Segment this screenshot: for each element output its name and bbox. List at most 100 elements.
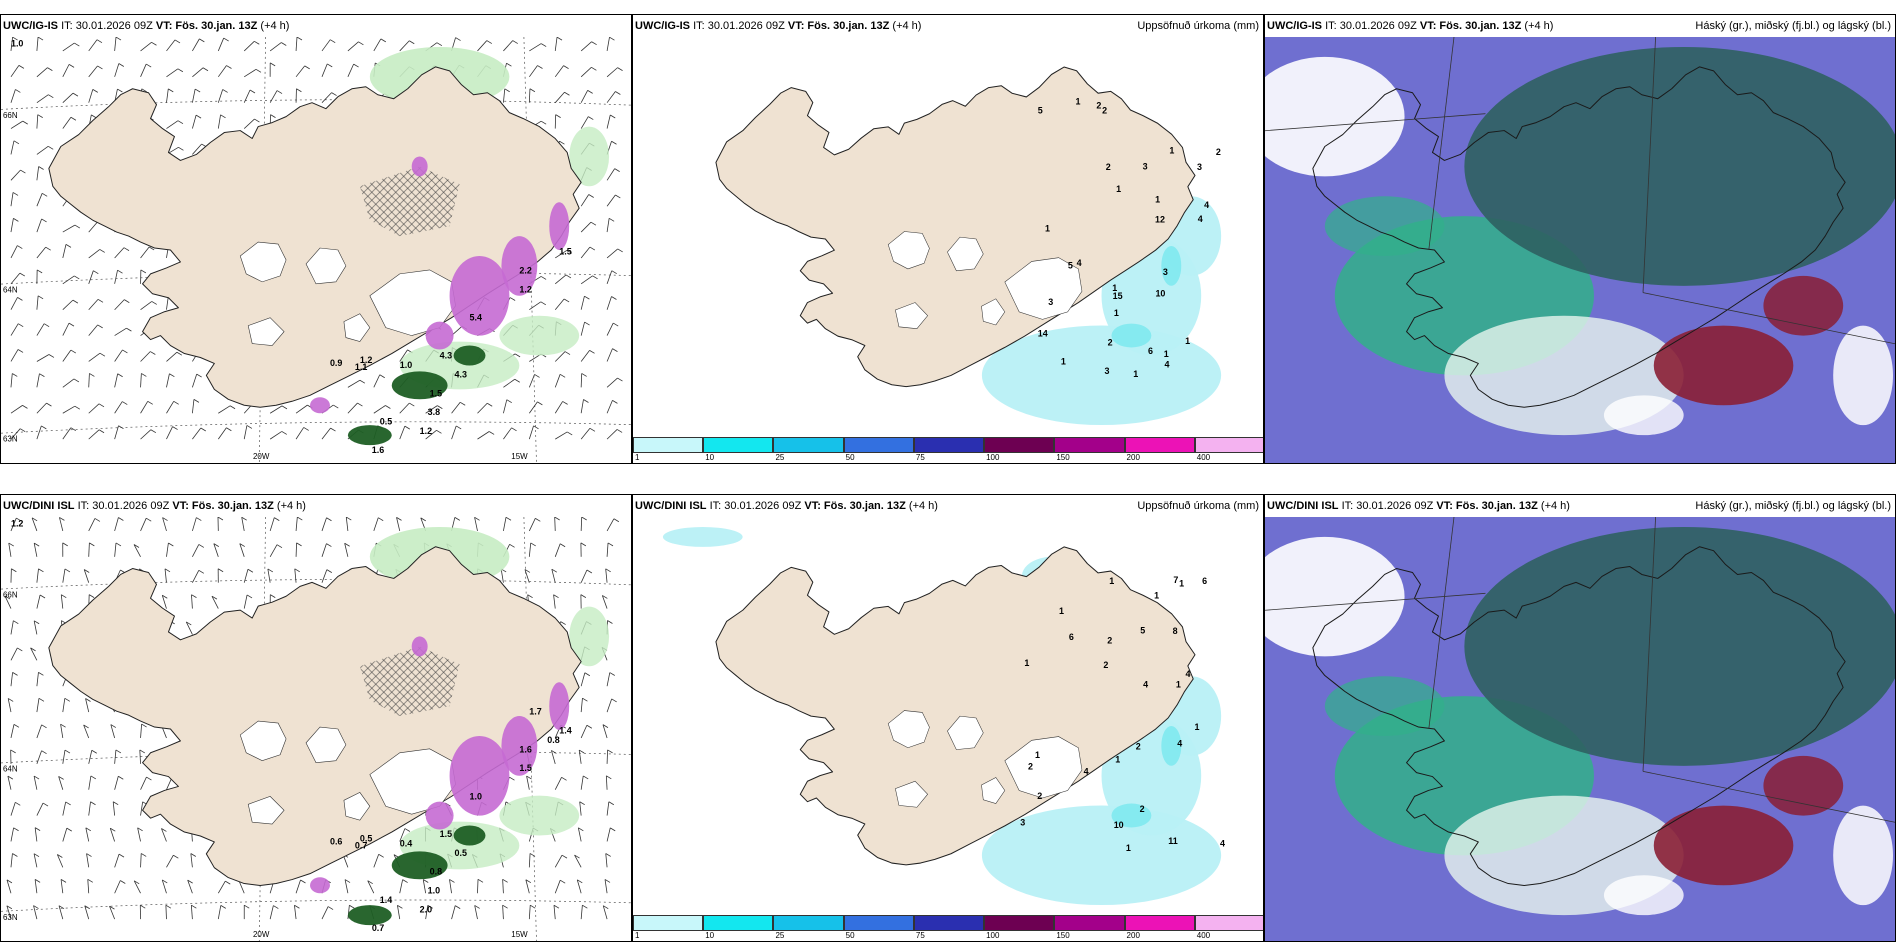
wind-barb-flag xyxy=(162,594,168,599)
wind-barb-flag xyxy=(551,568,558,573)
wind-barb xyxy=(88,299,99,310)
wind-barb xyxy=(554,65,564,78)
wind-barb-flag xyxy=(581,517,587,521)
contour-label: 0.5 xyxy=(360,834,372,844)
wind-barb-flag xyxy=(41,750,47,755)
contour-label: 1.6 xyxy=(372,445,384,455)
wind-barb xyxy=(36,166,40,181)
contour-labels: 1.00.9 1.11.2 1.04.31.53.84.30.51.21.65.42… xyxy=(11,38,572,455)
wind-barb xyxy=(580,350,590,362)
wind-barb-flag xyxy=(17,297,23,301)
field-blob xyxy=(501,716,538,776)
panel-row2-clouds: UWC/DINI ISL IT: 30.01.2026 09Z VT: Fös.… xyxy=(1264,494,1896,942)
wind-barb xyxy=(553,594,556,609)
wind-barb xyxy=(4,595,12,609)
precip-value-label: 2 xyxy=(1037,791,1042,801)
field-blob xyxy=(549,202,570,250)
wind-barb xyxy=(580,221,592,233)
wind-barb xyxy=(604,879,608,894)
wind-barb-flag xyxy=(294,568,300,573)
wind-barb xyxy=(580,725,588,739)
precip-value-label: 2 xyxy=(1103,660,1108,670)
wind-barb xyxy=(373,374,381,388)
wind-barb xyxy=(580,246,591,259)
init-time: IT: 30.01.2026 09Z xyxy=(61,20,153,32)
precip-value-label: 10 xyxy=(1155,289,1165,299)
wind-barb-flag xyxy=(174,39,181,44)
wind-barb-flag xyxy=(68,64,75,68)
glacier xyxy=(981,777,1006,804)
wind-barb-flag xyxy=(91,749,97,754)
wind-barb-flag xyxy=(611,140,617,145)
colorbar-swatch xyxy=(633,915,704,931)
colorbar-swatch xyxy=(843,437,914,453)
wind-barb-flag xyxy=(36,269,43,274)
colorbar-tick-label: 25 xyxy=(775,931,785,940)
wind-barb xyxy=(62,224,76,233)
wind-barb-flag xyxy=(559,373,566,378)
wind-barb xyxy=(295,37,298,51)
wind-barb-flag xyxy=(48,94,54,99)
wind-barb xyxy=(36,354,50,362)
wind-barb-flag xyxy=(33,775,40,780)
wind-barb xyxy=(321,63,328,77)
wind-barb xyxy=(269,42,282,52)
wind-barb xyxy=(503,40,514,52)
wind-barb xyxy=(114,327,127,336)
wind-barb xyxy=(269,90,278,103)
wind-barb-flag xyxy=(177,120,184,125)
wind-barb-flag xyxy=(269,62,276,67)
wind-barb xyxy=(58,905,64,920)
colorbar-swatch xyxy=(1194,915,1263,931)
field-blob xyxy=(449,735,510,816)
wind-barb-flag xyxy=(19,272,26,277)
precip-value-label: 10 xyxy=(1114,820,1124,830)
wind-barb-flag xyxy=(604,879,611,883)
wind-barb-flag xyxy=(220,905,226,909)
wind-barb-flag xyxy=(247,568,254,573)
wind-barb-flag xyxy=(146,517,152,522)
wind-barb-flag xyxy=(436,42,443,47)
wind-barb xyxy=(554,91,565,103)
lead-time: (+4 h) xyxy=(892,20,922,32)
wind-barb-flag xyxy=(84,569,90,573)
wind-barb xyxy=(10,349,19,362)
iceland-land xyxy=(715,66,1196,388)
precip-value-label: 1 xyxy=(1114,308,1119,318)
precip-value-label: 3 xyxy=(1048,297,1053,307)
valid-time-label: VT: xyxy=(787,20,805,32)
contour-label: 0.7 xyxy=(355,840,367,850)
wind-barb-flag xyxy=(524,569,531,573)
wind-barb xyxy=(217,905,222,920)
colorbar-tick-label: 1 xyxy=(635,453,640,462)
colorbar-tick-label: 50 xyxy=(845,931,855,940)
longitude-line xyxy=(523,37,537,463)
wind-barb xyxy=(10,169,21,181)
wind-barb-flag xyxy=(303,427,309,431)
wind-barb xyxy=(269,544,278,558)
precip-value-label: 5 xyxy=(1140,626,1145,636)
wind-barb xyxy=(139,749,141,764)
wind-barb xyxy=(30,647,38,661)
glacier xyxy=(895,780,929,808)
wind-barb-flag xyxy=(196,373,202,378)
wind-barb-flag xyxy=(124,299,130,303)
wind-barb-flag xyxy=(580,542,587,547)
wind-barb-flag xyxy=(611,698,617,703)
wind-barb-flag xyxy=(60,723,66,728)
wind-barb xyxy=(88,221,99,233)
wind-barb-flag xyxy=(229,405,236,410)
wind-barb xyxy=(36,37,39,51)
wind-barb-flag xyxy=(187,879,193,884)
wind-barb-flag xyxy=(117,269,123,274)
contour-label: 4.3 xyxy=(440,350,452,360)
wind-barb-flag xyxy=(359,379,366,384)
latitude-label: 66N xyxy=(3,111,18,120)
wind-barb xyxy=(529,301,542,311)
colorbar-swatch xyxy=(984,437,1055,453)
glaciers xyxy=(887,710,1083,808)
wind-barb xyxy=(373,854,380,868)
wind-barb xyxy=(110,724,116,739)
wind-barb xyxy=(451,425,457,440)
wind-barb xyxy=(243,425,248,440)
